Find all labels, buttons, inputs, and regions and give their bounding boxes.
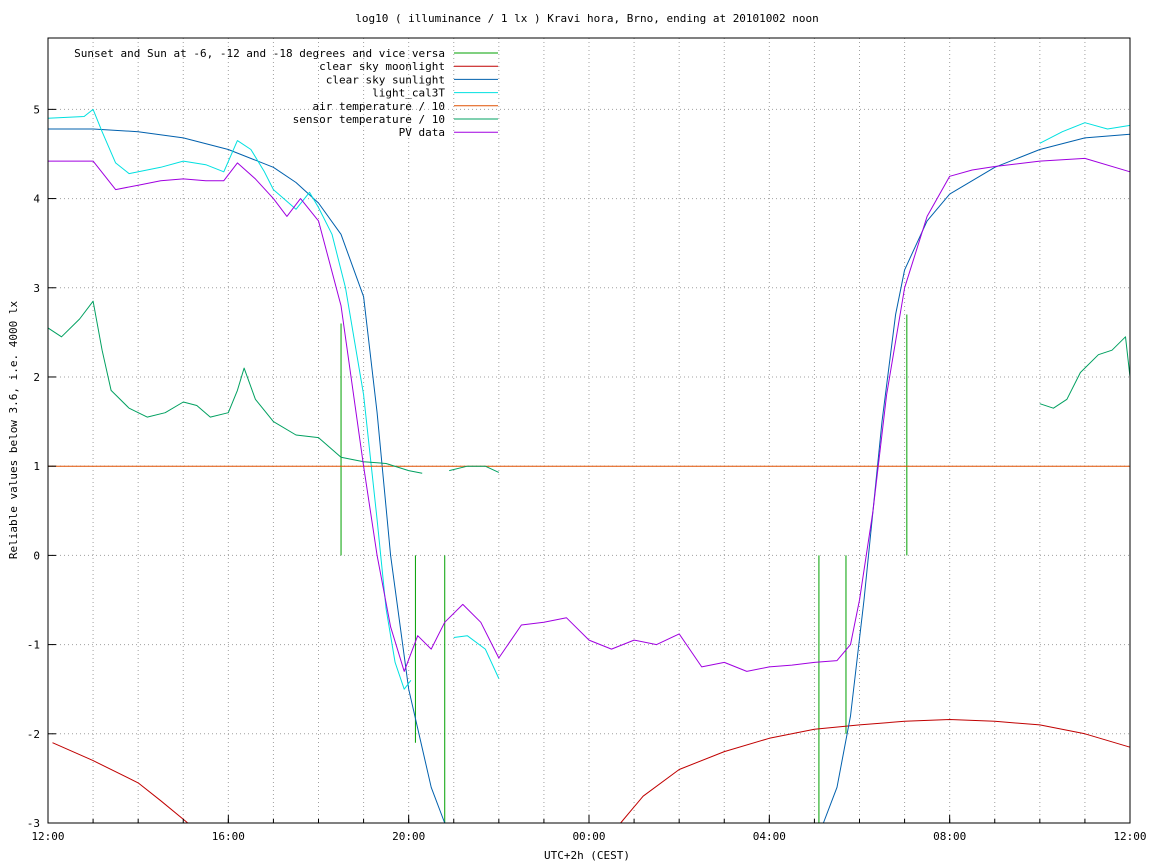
legend-label: air temperature / 10 [313, 100, 445, 113]
x-tick-label: 00:00 [572, 830, 605, 843]
y-axis-label: Reliable values below 3.6, i.e. 4000 lx [7, 300, 20, 559]
y-tick-label: -3 [27, 817, 40, 830]
y-tick-label: 2 [33, 371, 40, 384]
series-line [52, 719, 1131, 824]
series-5 [47, 300, 1131, 474]
series-2 [48, 128, 1131, 824]
chart-title: log10 ( illuminance / 1 lx ) Kravi hora,… [355, 12, 819, 25]
x-tick-label: 20:00 [392, 830, 425, 843]
series-6 [48, 157, 1131, 672]
x-tick-label: 08:00 [933, 830, 966, 843]
series-line [48, 128, 1131, 824]
x-tick-label: 16:00 [212, 830, 245, 843]
grid [48, 38, 1130, 823]
x-tick-label: 04:00 [753, 830, 786, 843]
legend: Sunset and Sun at -6, -12 and -18 degree… [74, 47, 498, 139]
series-line [47, 108, 1131, 690]
legend-label: clear sky moonlight [319, 60, 445, 73]
axis-ticks: 12:00 16:00 20:00 00:00 04:00 08:00 12:00-3-2-… [27, 103, 1147, 843]
y-tick-label: 1 [33, 460, 40, 473]
y-tick-label: -1 [27, 639, 40, 652]
series-line [48, 157, 1131, 672]
legend-label: Sunset and Sun at -6, -12 and -18 degree… [74, 47, 445, 60]
series-1 [52, 719, 1131, 824]
series-3 [47, 108, 1131, 690]
y-tick-label: 4 [33, 193, 40, 206]
y-tick-label: -2 [27, 728, 40, 741]
plot-series [47, 108, 1131, 824]
x-axis-label: UTC+2h (CEST) [544, 849, 630, 862]
legend-label: light_cal3T [372, 87, 445, 100]
y-tick-label: 0 [33, 549, 40, 562]
legend-label: clear sky sunlight [326, 73, 445, 86]
legend-label: PV data [399, 126, 445, 139]
x-tick-label: 12:00 [1113, 830, 1146, 843]
series-line [47, 300, 1131, 474]
y-tick-label: 3 [33, 282, 40, 295]
y-tick-label: 5 [33, 103, 40, 116]
series-0 [340, 314, 908, 823]
legend-label: sensor temperature / 10 [293, 113, 445, 126]
x-tick-label: 12:00 [31, 830, 64, 843]
